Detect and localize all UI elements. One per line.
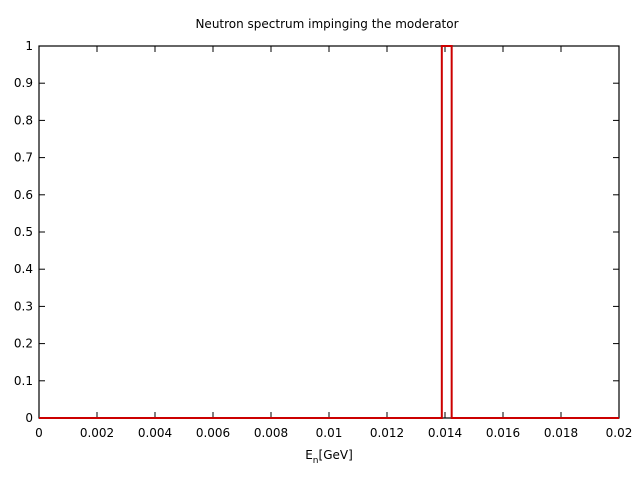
x-tick-label: 0.008 <box>254 426 288 440</box>
y-tick-label: 0 <box>25 411 33 425</box>
y-tick-label: 0.6 <box>14 188 33 202</box>
x-tick-label: 0.016 <box>486 426 520 440</box>
x-tick-label: 0.02 <box>606 426 633 440</box>
x-tick-label: 0.012 <box>370 426 404 440</box>
x-tick-label: 0.018 <box>544 426 578 440</box>
y-tick-label: 0.4 <box>14 262 33 276</box>
chart-title: Neutron spectrum impinging the moderator <box>195 17 458 31</box>
y-tick-label: 0.3 <box>14 299 33 313</box>
y-tick-label: 0.5 <box>14 225 33 239</box>
x-tick-label: 0 <box>35 426 43 440</box>
x-tick-label: 0.014 <box>428 426 462 440</box>
x-axis-label-unit: [GeV] <box>319 448 353 462</box>
x-tick-label: 0.006 <box>196 426 230 440</box>
y-tick-label: 1 <box>25 39 33 53</box>
x-axis-label-main: E <box>305 448 313 462</box>
y-tick-label: 0.8 <box>14 113 33 127</box>
x-tick-label: 0.004 <box>138 426 172 440</box>
x-tick-label: 0.01 <box>316 426 343 440</box>
x-tick-label: 0.002 <box>80 426 114 440</box>
x-axis-label-subscript: n <box>313 456 319 466</box>
series-line <box>39 45 619 419</box>
y-tick-label: 0.2 <box>14 337 33 351</box>
y-tick-label: 0.1 <box>14 374 33 388</box>
plot-area-border <box>38 45 620 419</box>
y-tick-label: 0.9 <box>14 76 33 90</box>
y-tick-label: 0.7 <box>14 151 33 165</box>
x-axis-label: En[GeV] <box>305 448 353 466</box>
